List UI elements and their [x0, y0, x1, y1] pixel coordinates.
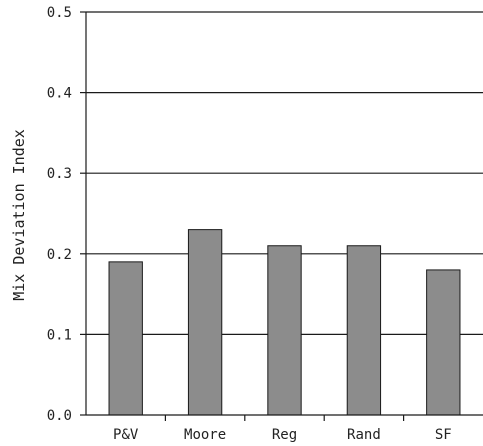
- bar: [346, 245, 382, 416]
- bars: [108, 229, 461, 416]
- gridlines: [86, 11, 483, 335]
- y-tick-label: 0.2: [47, 247, 72, 263]
- y-tick-label: 0.5: [47, 5, 72, 21]
- bar: [187, 229, 223, 416]
- axes: [80, 11, 483, 421]
- x-tick-label: P&V: [113, 427, 139, 443]
- y-tick-label: 0.4: [47, 86, 72, 102]
- y-axis-title: Mix Deviation Index: [10, 129, 28, 301]
- bar: [267, 245, 302, 416]
- bar: [108, 261, 143, 416]
- x-tick-label: Moore: [184, 427, 226, 443]
- y-tick-label: 0.1: [47, 327, 72, 343]
- y-tick-label: 0.3: [47, 166, 72, 182]
- y-tick-label: 0.0: [47, 408, 72, 424]
- x-tick-labels: P&V Moore Reg Rand SF: [113, 427, 452, 443]
- x-tick-label: SF: [435, 427, 452, 443]
- y-tick-labels: 0.0 0.1 0.2 0.3 0.4 0.5: [47, 5, 72, 424]
- x-tick-label: Rand: [347, 427, 381, 443]
- x-tick-label: Reg: [272, 427, 297, 443]
- bar: [426, 269, 461, 416]
